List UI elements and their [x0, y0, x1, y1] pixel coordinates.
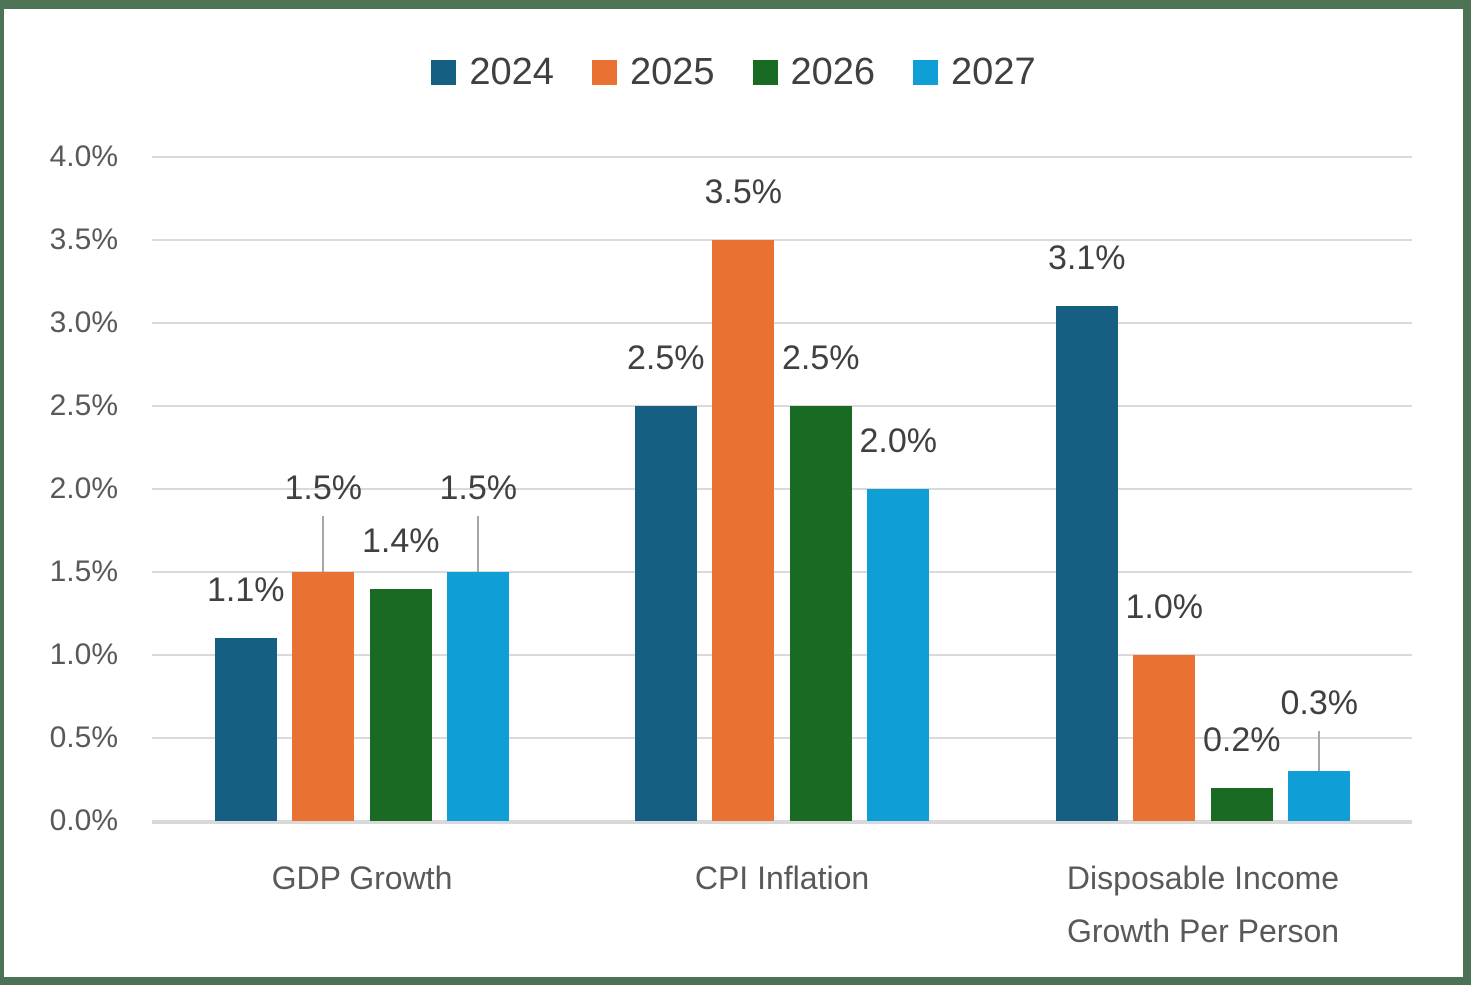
- y-axis-tick-label: 3.0%: [49, 306, 118, 339]
- bar-2025-cpi-inflation: [712, 240, 775, 821]
- legend-item-2027: 2027: [913, 53, 1036, 91]
- bar-2027-disposable-income: [1288, 771, 1351, 821]
- legend-swatch-2025: [591, 59, 617, 85]
- gridline: [152, 488, 1412, 490]
- legend-item-2024: 2024: [431, 53, 554, 91]
- gridline: [152, 737, 1412, 739]
- y-axis-tick-label: 3.5%: [49, 223, 118, 256]
- data-label-2026-cpi-inflation: 2.5%: [782, 339, 860, 377]
- gridline: [152, 239, 1412, 241]
- bar-2024-cpi-inflation: [634, 406, 697, 821]
- data-label-2024-gdp-growth: 1.1%: [207, 571, 285, 609]
- bar-2026-disposable-income: [1210, 788, 1273, 821]
- chart-legend: 2024 2025 2026 2027: [4, 47, 1463, 97]
- data-label-2026-disposable-income: 0.2%: [1203, 721, 1281, 759]
- gridline: [152, 156, 1412, 158]
- bar-2024-gdp-growth: [214, 638, 277, 821]
- bar-2026-gdp-growth: [369, 589, 432, 821]
- legend-label-2024: 2024: [469, 51, 554, 93]
- data-label-2024-disposable-income: 3.1%: [1048, 239, 1126, 277]
- data-label-2025-cpi-inflation: 3.5%: [704, 173, 783, 211]
- legend-swatch-2026: [752, 59, 778, 85]
- gridline: [152, 322, 1412, 324]
- category-label-cpi-inflation: CPI Inflation: [694, 860, 870, 896]
- bar-2027-cpi-inflation: [867, 489, 930, 821]
- y-axis-tick-label: 0.0%: [49, 804, 118, 837]
- bar-2024-disposable-income: [1055, 306, 1118, 821]
- y-axis-tick-label: 0.5%: [49, 721, 118, 754]
- x-axis-line: [152, 820, 1412, 824]
- legend-item-2026: 2026: [752, 51, 876, 93]
- leader-line-2025-gdp-growth: [322, 516, 325, 572]
- data-label-2025-gdp-growth: 1.5%: [284, 469, 363, 507]
- y-axis-tick-label: 2.0%: [49, 472, 118, 505]
- data-label-2027-disposable-income: 0.3%: [1280, 684, 1359, 722]
- legend-label-2027: 2027: [951, 51, 1036, 93]
- data-label-2024-cpi-inflation: 2.5%: [627, 339, 705, 377]
- category-label-gdp-growth: GDP Growth: [271, 860, 453, 896]
- legend-item-2025: 2025: [591, 51, 715, 93]
- legend-label-2025: 2025: [629, 51, 715, 93]
- category-label-disposable-income: Disposable Income Growth Per Person: [1066, 860, 1340, 949]
- y-axis-tick-label: 2.5%: [49, 389, 118, 422]
- bar-2025-gdp-growth: [292, 572, 355, 821]
- gridline: [152, 654, 1412, 656]
- y-axis-tick-label: 1.0%: [49, 638, 118, 671]
- legend-swatch-2024: [431, 59, 457, 85]
- legend-label-2026: 2026: [790, 51, 876, 93]
- gridline: [152, 571, 1412, 573]
- data-label-2027-cpi-inflation: 2.0%: [859, 422, 938, 460]
- gridline: [152, 405, 1412, 407]
- bar-2026-cpi-inflation: [789, 406, 852, 821]
- y-axis-tick-label: 1.5%: [49, 555, 118, 588]
- data-label-2026-gdp-growth: 1.4%: [362, 522, 440, 560]
- leader-line-2027-disposable-income: [1318, 731, 1321, 771]
- y-axis-tick-label: 4.0%: [49, 140, 118, 173]
- bar-2025-disposable-income: [1133, 655, 1196, 821]
- leader-line-2027-gdp-growth: [477, 516, 480, 572]
- bar-2027-gdp-growth: [447, 572, 510, 821]
- data-label-2027-gdp-growth: 1.5%: [439, 469, 518, 507]
- legend-swatch-2027: [913, 59, 939, 85]
- data-label-2025-disposable-income: 1.0%: [1125, 588, 1204, 626]
